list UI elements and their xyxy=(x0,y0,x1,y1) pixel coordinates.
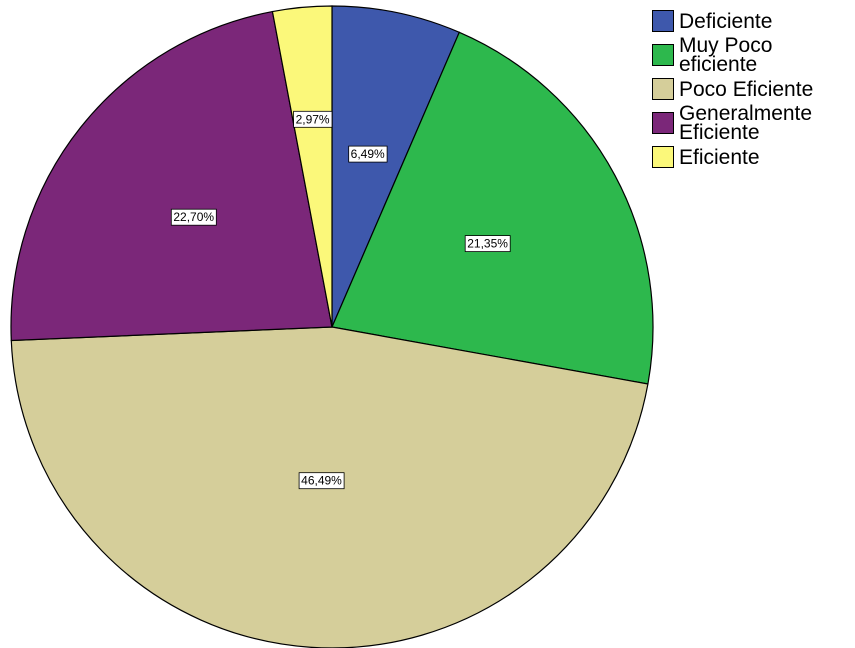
legend-item-eficiente: Eficiente xyxy=(652,146,855,168)
slice-label-text-deficiente: 6,49% xyxy=(351,147,385,161)
legend-swatch-poco-eficiente xyxy=(652,78,674,100)
pie-chart: 6,49% 21,35% 46,49% 22,70% 2,97% xyxy=(10,5,654,648)
pie-slice-generalmente-eficiente xyxy=(10,10,333,342)
pie-slice-deficiente xyxy=(331,5,461,328)
pie-slice-muy-poco-eficiente xyxy=(331,31,654,385)
legend-label-deficiente: Deficiente xyxy=(679,9,773,33)
legend-item-muy-poco-eficiente: Muy Poco eficiente xyxy=(652,34,855,76)
slice-label-deficiente: 6,49% xyxy=(348,145,388,163)
legend-swatch-generalmente-eficiente xyxy=(652,112,674,134)
slice-label-text-poco-eficiente: 46,49% xyxy=(301,474,342,488)
legend-label-muy-poco-eficiente: Muy Poco eficiente xyxy=(679,34,773,76)
legend-swatch-deficiente xyxy=(652,10,674,32)
legend-swatch-eficiente xyxy=(652,146,674,168)
legend-label-poco-eficiente: Poco Eficiente xyxy=(679,77,814,101)
legend-item-generalmente-eficiente: Generalmente Eficiente xyxy=(652,102,855,144)
legend-label-generalmente-eficiente: Generalmente Eficiente xyxy=(679,102,813,144)
slice-label-box-deficiente xyxy=(348,145,388,163)
legend-item-deficiente: Deficiente xyxy=(652,10,855,32)
slice-label-poco-eficiente: 46,49% xyxy=(298,472,345,490)
pie-slice-eficiente xyxy=(271,5,333,328)
slice-label-text-eficiente: 2,97% xyxy=(296,112,330,126)
legend-item-poco-eficiente: Poco Eficiente xyxy=(652,78,855,100)
legend: Deficiente Muy Poco eficiente Poco Efici… xyxy=(652,10,855,172)
slice-label-box-eficiente xyxy=(293,110,333,128)
legend-swatch-muy-poco-eficiente xyxy=(652,44,674,66)
slice-label-muy-poco-eficiente: 21,35% xyxy=(464,235,511,253)
slice-label-text-generalmente-eficiente: 22,70% xyxy=(173,210,214,224)
legend-label-eficiente: Eficiente xyxy=(679,145,760,169)
slice-label-generalmente-eficiente: 22,70% xyxy=(170,208,217,226)
slice-label-box-muy-poco-eficiente xyxy=(464,235,511,253)
slice-label-box-generalmente-eficiente xyxy=(170,208,217,226)
slice-label-box-poco-eficiente xyxy=(298,472,345,490)
slice-label-text-muy-poco-eficiente: 21,35% xyxy=(467,237,508,251)
slice-label-eficiente: 2,97% xyxy=(293,110,333,128)
